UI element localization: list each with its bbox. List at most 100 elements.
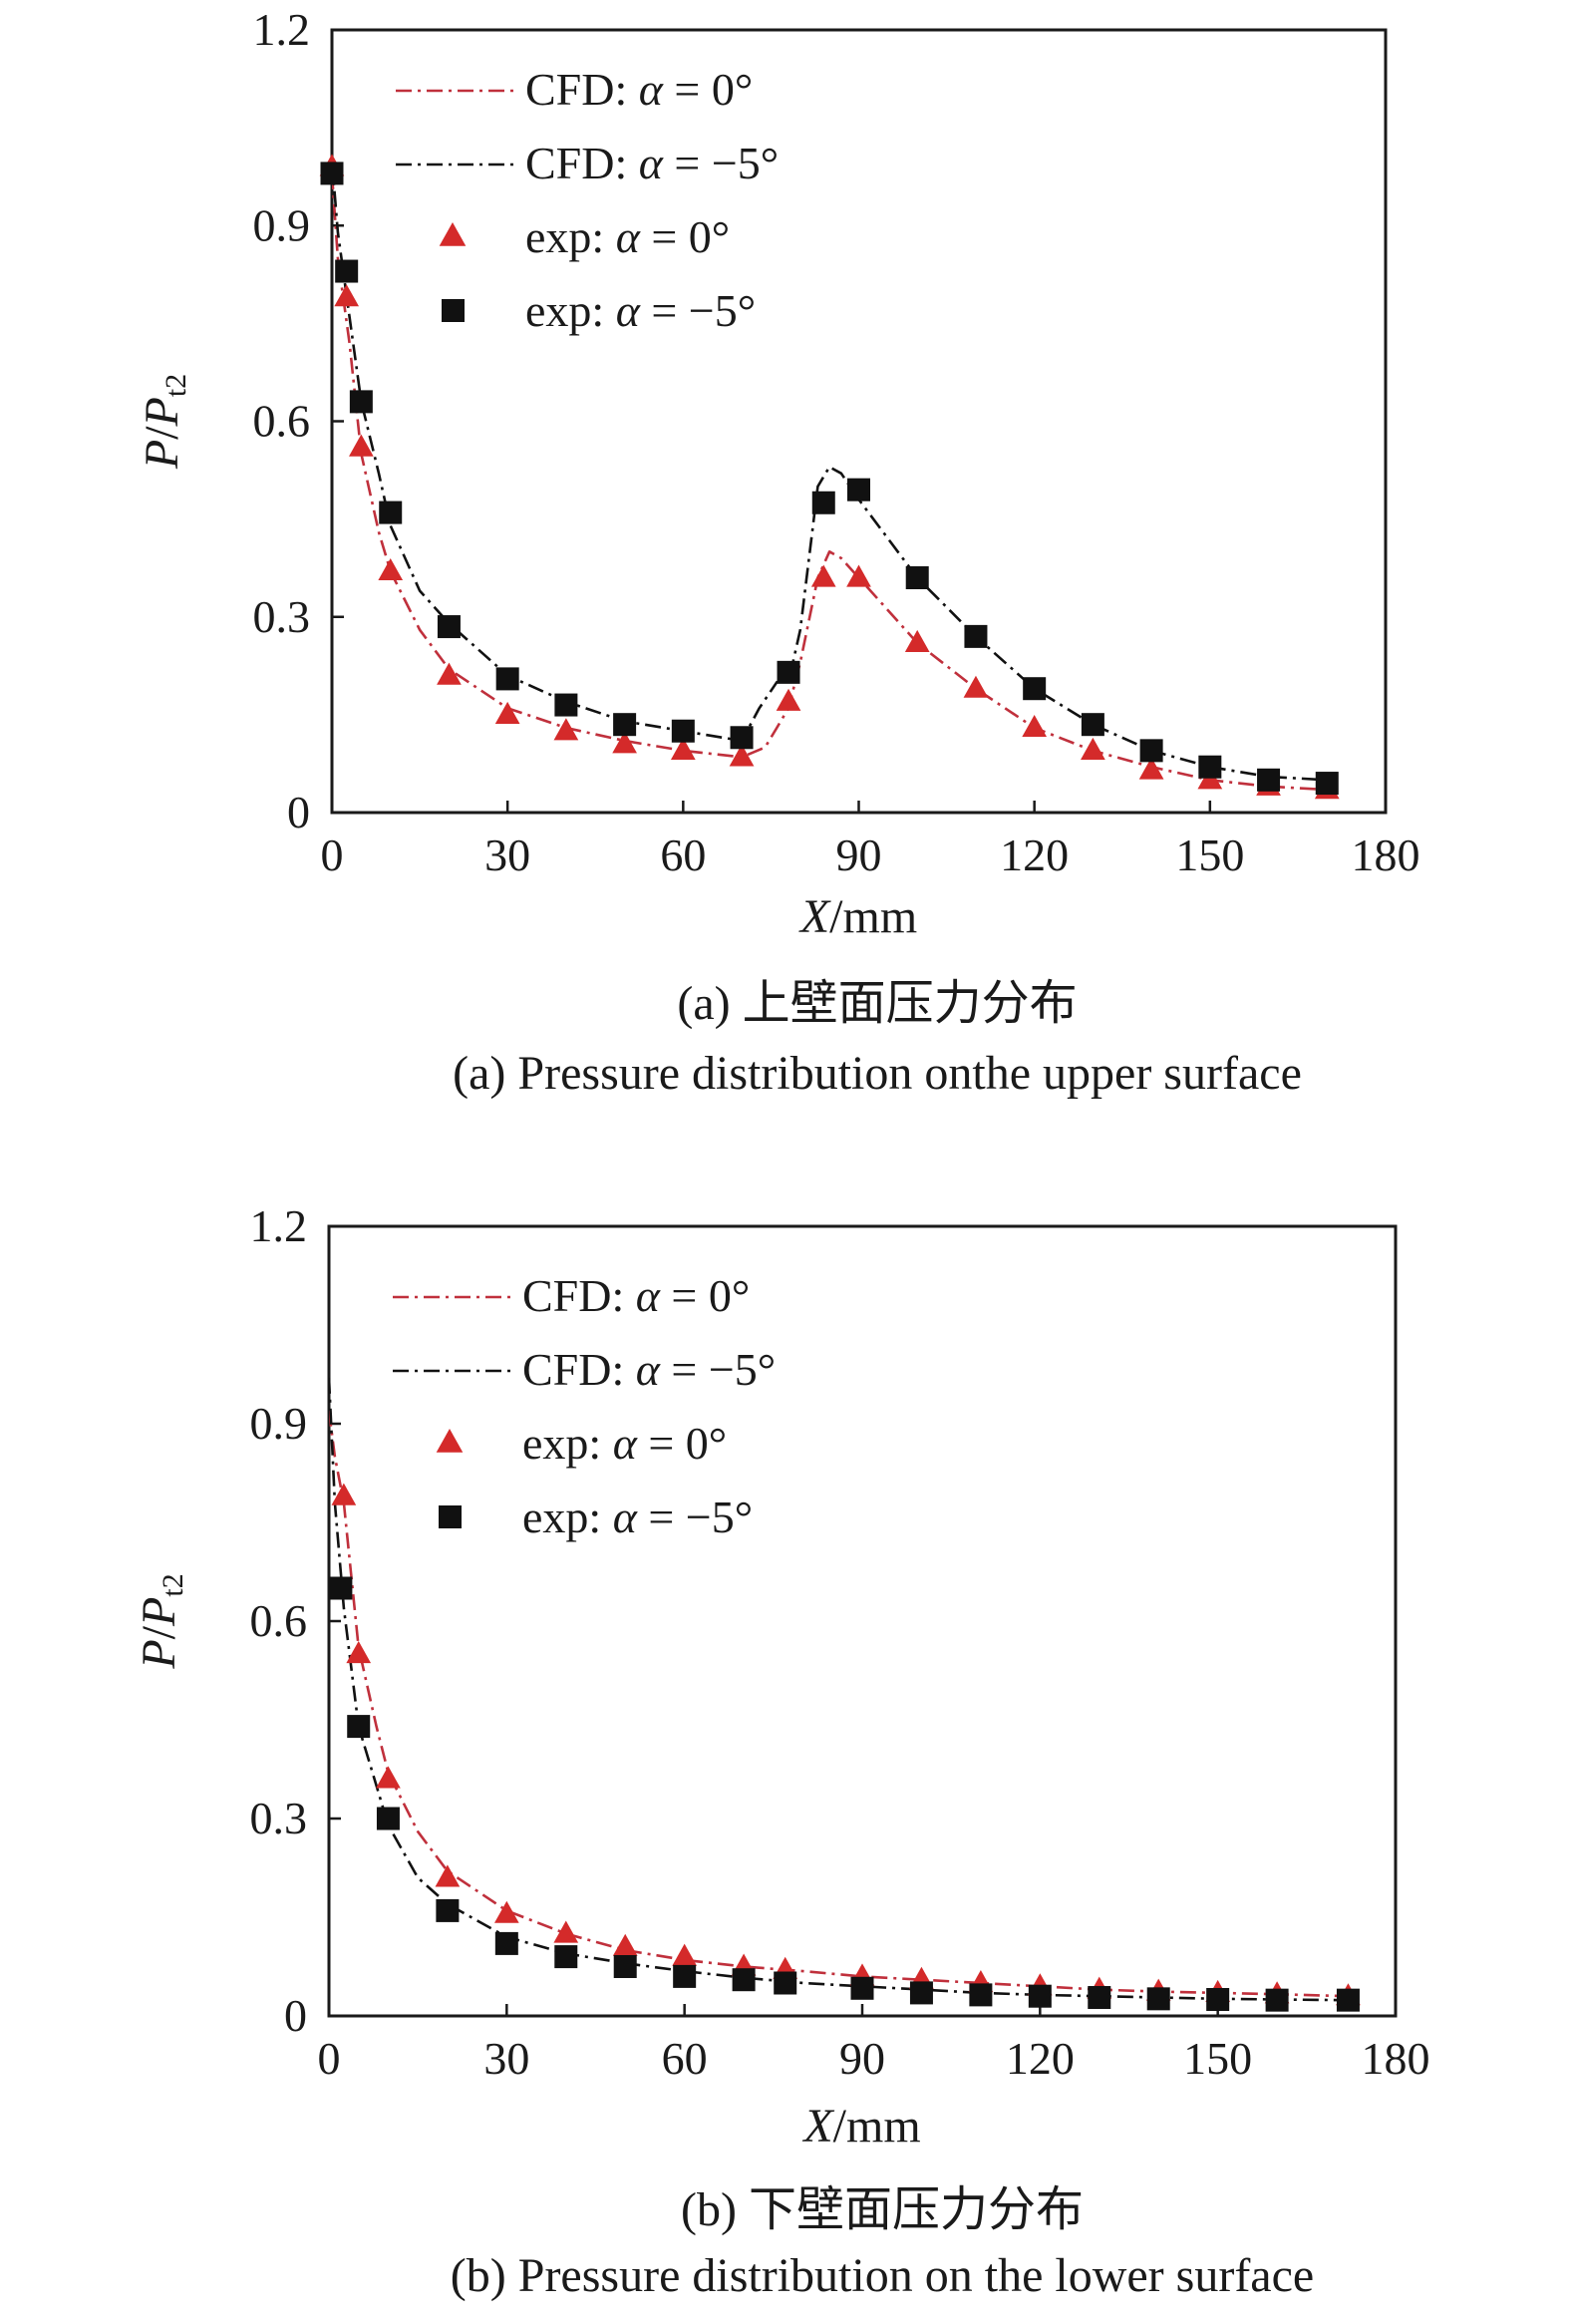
data-point-triangle <box>334 284 360 307</box>
x-tick-label: 150 <box>1183 2033 1252 2084</box>
data-point-square <box>376 1807 400 1830</box>
data-point-square <box>1257 768 1281 792</box>
data-point-square <box>909 1981 933 2005</box>
x-tick-label: 120 <box>1000 830 1069 880</box>
legend-triangle-swatch <box>436 1429 464 1453</box>
x-tick-label: 150 <box>1175 830 1244 880</box>
data-point-square <box>1206 1988 1230 2011</box>
data-point-triangle <box>1022 714 1048 738</box>
x-tick-label: 180 <box>1362 2033 1430 2084</box>
data-point-square <box>1315 772 1339 796</box>
data-point-square <box>437 615 461 639</box>
data-point-square <box>554 1945 578 1969</box>
legend-square-swatch <box>439 1505 462 1528</box>
chart-a-upper-surface: 0 30 60 90 120 150 180 0 0.3 0.6 0.9 1.2 X/mm P/Pt2 CF… <box>136 4 1420 1100</box>
series-line <box>332 172 1328 792</box>
data-point-triangle <box>553 718 579 741</box>
data-point-square <box>774 1971 797 1995</box>
data-point-square <box>335 259 359 283</box>
data-point-square <box>905 566 929 589</box>
data-point-triangle <box>1081 737 1105 760</box>
data-point-square <box>379 500 403 524</box>
series-line <box>329 1377 1349 2002</box>
data-point-square <box>1336 1988 1360 2012</box>
data-point-triangle <box>963 675 989 698</box>
y-tick-label: 0.9 <box>253 199 311 250</box>
data-point-triangle <box>672 1943 698 1966</box>
data-point-triangle <box>810 564 836 587</box>
legend: CFD: α = 0° CFD: α = −5° exp: α = 0° exp: α… <box>393 1270 776 1542</box>
series-line <box>332 160 1328 782</box>
legend-label: CFD: α = −5° <box>525 138 779 188</box>
data-point-square <box>730 726 754 750</box>
data-point-triangle <box>349 434 374 457</box>
y-tick-label: 1.2 <box>250 1200 308 1251</box>
data-point-triangle <box>612 1933 638 1956</box>
y-tick-label: 0.6 <box>253 396 311 447</box>
caption-english: (a) Pressure distribution onthe upper su… <box>453 1047 1302 1100</box>
y-tick-label: 0.3 <box>250 1793 308 1843</box>
y-tick-label: 0.9 <box>250 1398 308 1449</box>
x-tick-label: 90 <box>836 830 882 880</box>
data-point-square <box>964 624 988 648</box>
y-axis-label: P/Pt2 <box>136 374 192 470</box>
data-point-triangle <box>493 1900 519 1923</box>
data-point-square <box>850 1976 874 2000</box>
legend-label: exp: α = −5° <box>525 285 756 336</box>
y-tick-label: 0.3 <box>253 591 311 642</box>
caption-english: (b) Pressure distribution on the lower s… <box>451 2249 1314 2302</box>
data-point-square <box>347 1715 371 1739</box>
legend-label: exp: α = 0° <box>522 1418 727 1469</box>
legend-label: CFD: α = 0° <box>522 1270 750 1321</box>
y-axis-label: P/Pt2 <box>133 1573 189 1669</box>
x-axis-label: X/mm <box>798 890 917 943</box>
data-point-square <box>777 660 800 684</box>
y-tick-label: 0.6 <box>250 1595 308 1646</box>
series-line <box>329 1410 1349 1998</box>
data-point-square <box>732 1968 756 1992</box>
data-point-square <box>494 1931 518 1955</box>
data-point-triangle <box>612 731 637 754</box>
x-axis-label: X/mm <box>801 2100 920 2153</box>
x-tick-label: 120 <box>1006 2033 1075 2084</box>
x-tick-label: 30 <box>483 2033 529 2084</box>
data-point-square <box>436 1898 460 1922</box>
data-point-triangle <box>331 1483 357 1505</box>
y-tick-label: 1.2 <box>253 4 311 55</box>
x-tick-label: 60 <box>662 2033 708 2084</box>
legend: CFD: α = 0° CFD: α = −5° exp: α = 0° exp: α… <box>396 64 779 336</box>
x-tick-label: 60 <box>660 830 706 880</box>
y-tick-label: 0 <box>287 787 310 837</box>
data-point-triangle <box>729 744 755 767</box>
data-point-square <box>1139 739 1163 763</box>
x-tick-label: 0 <box>318 2033 341 2084</box>
x-tick-label: 0 <box>321 830 344 880</box>
data-point-triangle <box>776 688 801 711</box>
data-point-triangle <box>494 701 520 724</box>
data-point-square <box>1146 1987 1170 2011</box>
data-point-triangle <box>670 737 696 760</box>
data-point-square <box>613 1955 637 1978</box>
data-point-square <box>847 478 870 501</box>
data-point-square <box>495 667 519 691</box>
legend-square-swatch <box>442 299 465 322</box>
data-point-square <box>320 162 344 185</box>
data-point-triangle <box>553 1920 579 1943</box>
y-tick-label: 0 <box>284 1990 307 2041</box>
data-point-square <box>811 491 835 514</box>
data-point-triangle <box>376 1766 401 1789</box>
chart-b-lower-surface: 0 30 60 90 120 150 180 0 0.3 0.6 0.9 1.2 X/mm P/Pt2 CF… <box>133 1200 1430 2302</box>
data-point-square <box>969 1983 993 2007</box>
legend-label: CFD: α = −5° <box>522 1344 776 1395</box>
data-point-square <box>1088 1986 1111 2010</box>
data-point-square <box>329 1576 353 1600</box>
data-point-triangle <box>378 557 404 581</box>
plot-area <box>329 1377 1349 2002</box>
caption-chinese: (b) 下壁面压力分布 <box>681 2183 1084 2236</box>
data-point-square <box>1198 755 1222 779</box>
legend-label: exp: α = 0° <box>525 211 730 262</box>
data-point-triangle <box>346 1641 372 1664</box>
legend-label: exp: α = −5° <box>522 1492 753 1542</box>
data-point-square <box>1081 713 1104 737</box>
